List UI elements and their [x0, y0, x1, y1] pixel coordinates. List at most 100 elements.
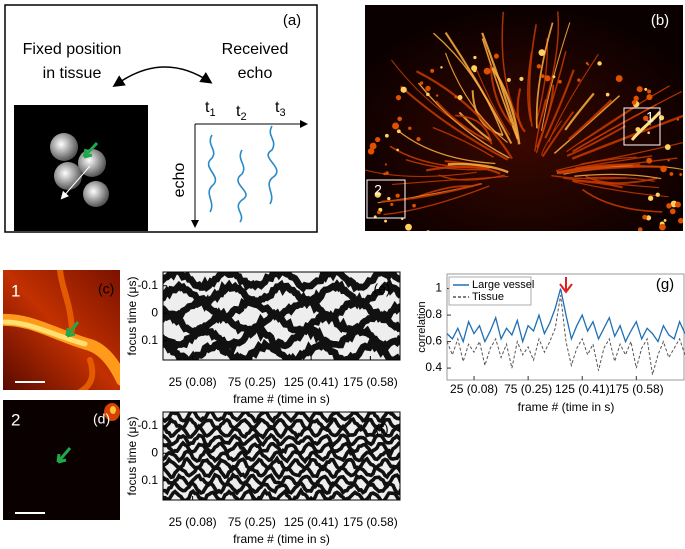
vessel	[405, 158, 486, 171]
vessel-dot	[660, 165, 667, 173]
x-tick-label: 25 (0.08)	[169, 515, 217, 529]
vessel-dot	[544, 75, 551, 82]
vessel-dot	[552, 75, 556, 79]
vessel-dot	[558, 79, 562, 84]
vessel	[527, 52, 533, 122]
vessel	[572, 103, 657, 153]
vessel	[415, 70, 513, 160]
vessel-dot	[425, 85, 431, 92]
kymograph-texture	[163, 412, 400, 500]
vessel-dot	[385, 171, 389, 175]
texture-band	[163, 464, 400, 480]
green-arrow	[65, 321, 80, 338]
x-tick-label: 25 (0.08)	[450, 382, 498, 396]
caption-text: Fixed position	[23, 41, 122, 58]
vessel-dot	[605, 92, 610, 97]
panel-label: (e)	[373, 281, 390, 297]
vessel-dot	[536, 64, 542, 69]
vessel-dot	[676, 118, 680, 121]
vessel-dot	[390, 202, 394, 207]
y-tick-label: 0	[151, 445, 158, 459]
roi-label: 2	[11, 410, 20, 429]
vessel-dot	[646, 94, 653, 101]
vessel-dot	[395, 95, 402, 101]
vessel	[540, 120, 563, 156]
vessel-dot	[655, 192, 660, 197]
motion-arrow	[60, 165, 91, 200]
vessel-dot	[400, 242, 407, 249]
vessel	[564, 92, 595, 131]
y-axis-label: focus time (μs)	[125, 417, 139, 496]
vessel	[489, 65, 513, 127]
vessel	[432, 126, 494, 158]
y-axis-label: correlation	[416, 301, 428, 352]
vessel	[555, 156, 637, 172]
roi-label: 1	[11, 281, 20, 300]
vessel-dot	[647, 131, 651, 135]
panel-label: (f)	[375, 421, 388, 437]
vessel-dot	[384, 219, 387, 223]
vessel-dot	[519, 76, 524, 81]
vessel-dot	[473, 55, 477, 60]
t-base: t	[205, 99, 210, 116]
kymograph-texture	[163, 272, 400, 360]
scatterer	[78, 149, 106, 177]
vessel	[579, 104, 639, 144]
time-label: t1	[205, 99, 216, 119]
vessel	[536, 84, 555, 149]
vessel-dot	[440, 66, 443, 69]
vessel	[574, 173, 662, 180]
vessel	[553, 95, 621, 154]
vessel	[455, 114, 493, 145]
vessel-dot	[396, 129, 401, 134]
vessel	[383, 185, 490, 216]
axis-label: echo	[171, 163, 188, 198]
vessel-dot	[663, 219, 667, 222]
vessel	[476, 70, 511, 136]
vessel-dot	[396, 148, 399, 152]
x-axis-label: frame # (time in s)	[233, 532, 330, 546]
vessel-dot	[483, 67, 491, 75]
t-sub: 3	[279, 107, 285, 119]
vessel-dot	[454, 95, 458, 99]
x-tick-label: 175 (0.58)	[343, 375, 398, 389]
y-tick-label: 0.1	[141, 473, 158, 487]
vessel	[426, 165, 501, 175]
vessel-dot	[367, 148, 375, 155]
vessel-dot	[647, 89, 652, 94]
roi-box	[623, 107, 661, 146]
x-tick-label: 125 (0.41)	[555, 382, 610, 396]
x-tick-label: 125 (0.41)	[284, 515, 339, 529]
vessel	[563, 177, 660, 189]
vessel	[481, 38, 519, 140]
caption-text: Received	[222, 41, 289, 58]
x-tick-label: 75 (0.25)	[228, 515, 276, 529]
x-axis-label: frame # (time in s)	[233, 392, 330, 406]
vessel-dot	[667, 159, 670, 162]
panel-label: (g)	[656, 276, 674, 293]
vessel-dot	[644, 87, 648, 91]
series-line	[446, 288, 685, 344]
vessel-dot	[493, 53, 499, 59]
vessel-dot	[669, 172, 674, 176]
vessel-dot	[666, 203, 672, 209]
vessel-dot	[540, 74, 545, 79]
vessel-dot	[457, 95, 463, 100]
vessel-dot	[637, 227, 643, 231]
vessel-dot	[660, 233, 667, 240]
vessel-dot	[387, 196, 391, 201]
vessel-dot	[400, 86, 407, 93]
texture-band	[163, 455, 400, 472]
vessel-roi	[3, 270, 120, 390]
vessel-dot	[645, 215, 652, 221]
vessel-dot	[636, 86, 643, 93]
vessel-dot	[587, 63, 590, 66]
y-tick-label: 0.8	[425, 307, 442, 321]
vessel-dot	[577, 78, 581, 82]
vessel	[551, 174, 627, 180]
vessel-dot	[412, 203, 416, 208]
vessel-dot	[426, 230, 430, 231]
plot-frame	[162, 271, 401, 361]
vessel-dot	[659, 223, 666, 231]
